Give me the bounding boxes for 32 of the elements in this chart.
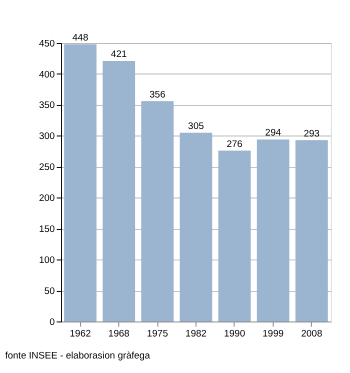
data-label: 448 <box>72 32 88 44</box>
bar <box>295 140 328 322</box>
y-tick-label: 250 <box>38 162 55 174</box>
y-tick-label: 50 <box>44 286 55 297</box>
y-tick-label: 450 <box>38 38 55 50</box>
x-tick-label: 1962 <box>70 328 91 340</box>
x-tick-label: 1999 <box>262 328 284 340</box>
y-tick-label: 150 <box>38 224 55 235</box>
x-tick-label: 1990 <box>224 328 246 340</box>
bar <box>141 101 174 322</box>
x-tick-label: 1975 <box>146 328 168 340</box>
data-label: 305 <box>188 120 204 132</box>
y-tick-label: 350 <box>38 100 55 112</box>
x-tick-label: 2008 <box>301 328 322 340</box>
source-note: fonte INSEE - elaborasion gràfega <box>5 350 151 362</box>
y-tick-label: 0 <box>50 316 55 328</box>
bar <box>256 140 290 322</box>
bar <box>102 60 136 322</box>
data-label: 293 <box>304 128 320 140</box>
bar <box>64 44 97 322</box>
x-tick-label: 1982 <box>185 328 207 340</box>
y-tick-label: 400 <box>38 69 55 80</box>
data-label: 294 <box>265 128 282 139</box>
data-label: 421 <box>110 49 127 60</box>
data-label: 276 <box>226 138 242 150</box>
bar <box>180 132 212 322</box>
data-label: 356 <box>149 89 166 100</box>
y-tick-label: 200 <box>38 193 55 204</box>
y-tick-label: 300 <box>38 131 55 142</box>
bar <box>218 150 251 322</box>
x-tick-label: 1968 <box>108 328 130 340</box>
y-tick-label: 100 <box>38 254 55 266</box>
